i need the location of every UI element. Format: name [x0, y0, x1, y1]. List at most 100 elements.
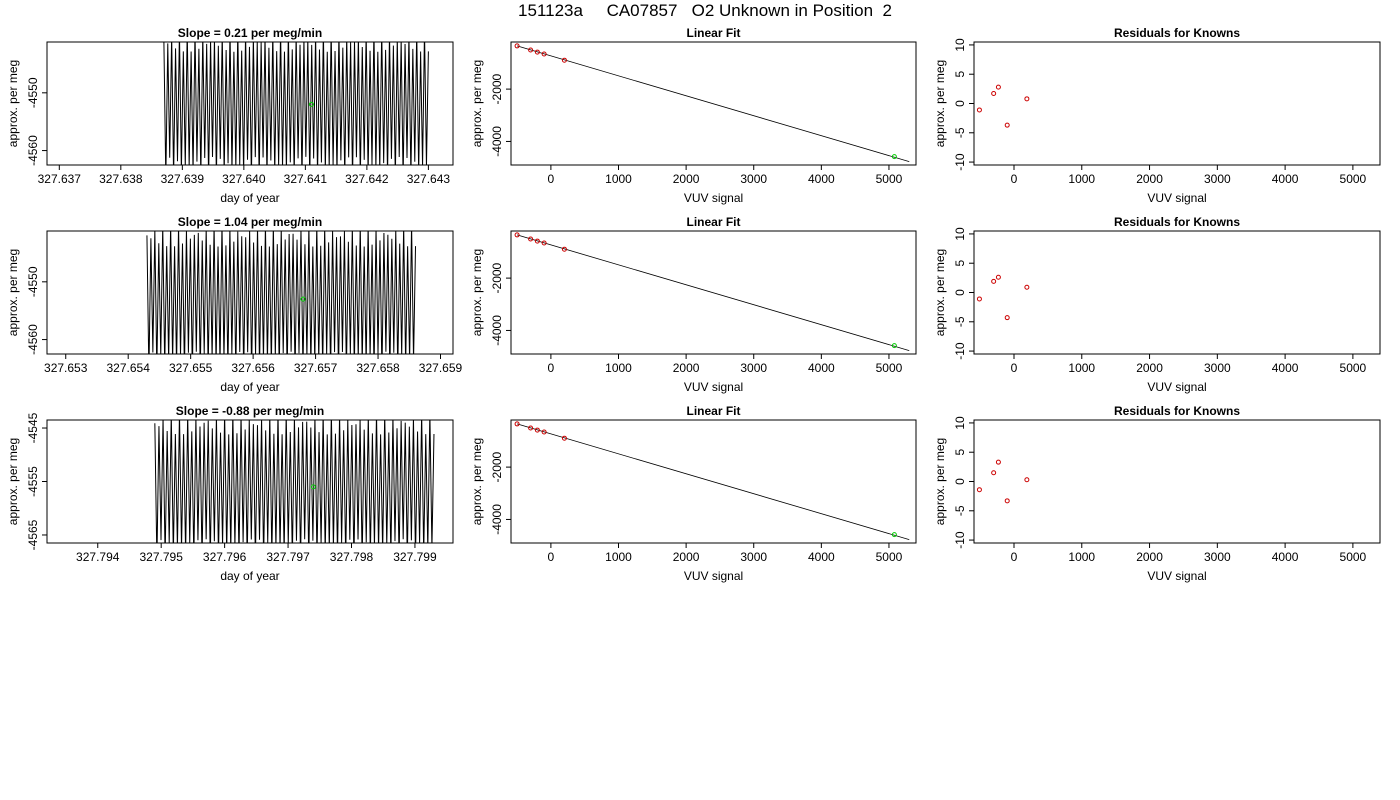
known-point: [1024, 477, 1030, 483]
y-tick-label: -4560: [26, 135, 40, 166]
known-point: [534, 427, 540, 433]
plot-frame: [46, 230, 454, 355]
x-tick-label: 327.799: [393, 550, 437, 564]
chart-title: Slope = -0.88 per meg/min: [176, 404, 324, 418]
x-tick-label: 5000: [876, 550, 903, 564]
page-title: 151123a CA07857 O2 Unknown in Position 2: [518, 1, 892, 20]
x-tick-label: 327.657: [294, 361, 338, 375]
unknown-point: [891, 343, 897, 349]
fit-line: [516, 234, 910, 351]
x-tick-label: 327.656: [231, 361, 275, 375]
x-tick-label: 327.658: [356, 361, 400, 375]
x-tick-label: 5000: [876, 172, 903, 186]
x-tick-label: 5000: [1340, 361, 1367, 375]
x-tick-label: 327.659: [419, 361, 463, 375]
x-tick-label: 327.653: [44, 361, 88, 375]
known-point: [1004, 315, 1010, 321]
y-axis-label: approx. per meg: [470, 249, 484, 336]
x-tick-label: 3000: [740, 550, 767, 564]
y-tick-label: 0: [953, 100, 967, 107]
panel-row3-slope: Slope = -0.88 per meg/min 327.794 327.795 3…: [6, 404, 454, 583]
x-axis-label: day of year: [220, 569, 279, 583]
y-tick-label: -4560: [26, 324, 40, 355]
known-point: [1004, 122, 1010, 128]
x-tick-label: 327.637: [38, 172, 82, 186]
y-tick-label: 10: [953, 227, 967, 241]
x-tick-label: 2000: [1136, 361, 1163, 375]
known-point: [995, 274, 1001, 280]
known-point: [995, 84, 1001, 90]
plot-area: [514, 421, 910, 540]
panel-row2-residuals: Residuals for Knowns 0 1000 2000 3000 4000 500…: [933, 215, 1381, 394]
panel-row3-linear-fit: Linear Fit 0 1000 2000 3000 4000 5000 -4000 -200…: [470, 404, 917, 583]
x-tick-label: 1000: [1068, 361, 1095, 375]
plot-frame: [46, 419, 454, 544]
panel-row2-slope: Slope = 1.04 per meg/min 327.653 327.654 32…: [6, 215, 463, 394]
known-point: [1024, 96, 1030, 102]
y-tick-label: -2000: [490, 262, 504, 293]
y-tick-label: 0: [953, 289, 967, 296]
x-tick-label: 2000: [1136, 550, 1163, 564]
known-point: [541, 240, 547, 246]
y-axis-label: approx. per meg: [933, 249, 947, 336]
known-point: [514, 421, 520, 427]
y-tick-label: -4000: [490, 126, 504, 157]
x-axis-label: VUV signal: [1147, 191, 1206, 205]
y-tick-label: -2000: [490, 73, 504, 104]
known-point: [991, 91, 997, 97]
x-tick-label: 327.638: [99, 172, 143, 186]
known-point: [541, 51, 547, 57]
data-trace: [146, 231, 417, 354]
x-tick-label: 5000: [1340, 172, 1367, 186]
known-point: [991, 470, 997, 476]
plot-area: [154, 420, 435, 543]
plot-area: [514, 232, 910, 351]
plot-frame: [46, 41, 454, 166]
plot-area: [976, 459, 1030, 504]
x-tick-label: 3000: [1204, 361, 1231, 375]
known-point: [541, 429, 547, 435]
x-tick-label: 327.640: [222, 172, 266, 186]
x-tick-label: 2000: [673, 550, 700, 564]
fit-line: [516, 45, 910, 162]
y-axis-label: approx. per meg: [470, 60, 484, 147]
x-tick-label: 327.796: [203, 550, 247, 564]
x-tick-label: 327.639: [161, 172, 205, 186]
plot-area: [976, 274, 1030, 321]
y-tick-label: -4550: [26, 266, 40, 297]
y-axis-label: approx. per meg: [6, 60, 20, 147]
chart-title: Linear Fit: [686, 404, 740, 418]
chart-title: Slope = 1.04 per meg/min: [178, 215, 322, 229]
x-tick-label: 3000: [1204, 172, 1231, 186]
panel-row1-residuals: Residuals for Knowns 0 1000 2000 3000 4000 500…: [933, 26, 1381, 205]
known-point: [528, 425, 534, 431]
x-tick-label: 4000: [1272, 361, 1299, 375]
known-point: [561, 435, 567, 441]
known-point: [991, 278, 997, 284]
x-tick-label: 0: [1011, 361, 1018, 375]
plot-frame: [510, 41, 917, 166]
x-tick-label: 1000: [605, 550, 632, 564]
known-point: [534, 49, 540, 55]
known-point: [1004, 498, 1010, 504]
x-tick-label: 327.641: [284, 172, 328, 186]
plot-frame: [973, 230, 1381, 355]
x-axis-label: VUV signal: [1147, 380, 1206, 394]
x-tick-label: 0: [1011, 550, 1018, 564]
fit-line: [516, 423, 910, 540]
y-tick-label: 5: [953, 449, 967, 456]
x-tick-label: 2000: [1136, 172, 1163, 186]
x-tick-label: 0: [548, 550, 555, 564]
plot-area: [146, 231, 417, 354]
unknown-point: [300, 296, 306, 302]
x-tick-label: 327.795: [139, 550, 183, 564]
x-tick-label: 4000: [1272, 172, 1299, 186]
y-tick-label: 5: [953, 260, 967, 267]
known-point: [534, 238, 540, 244]
y-tick-label: -4000: [490, 315, 504, 346]
x-axis-label: VUV signal: [1147, 569, 1206, 583]
known-point: [514, 232, 520, 238]
y-tick-label: -5: [953, 505, 967, 516]
y-tick-label: 10: [953, 416, 967, 430]
